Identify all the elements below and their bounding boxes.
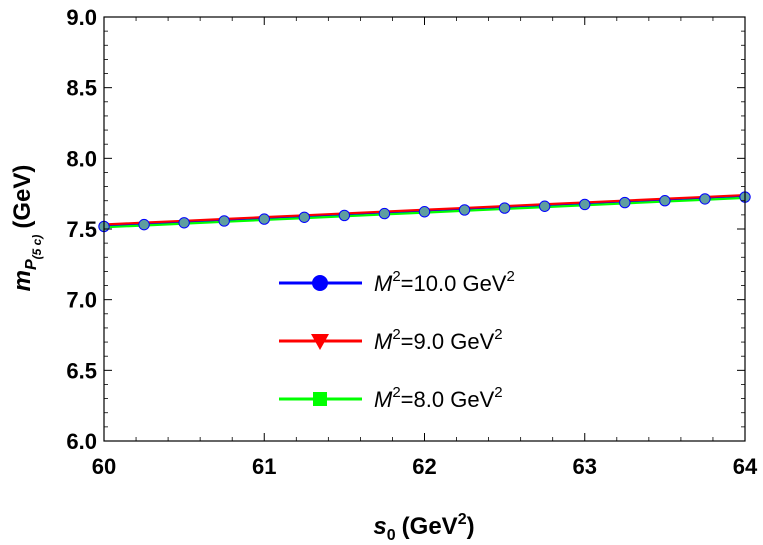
data-point — [298, 211, 311, 223]
data-point — [258, 213, 270, 225]
data-point — [659, 195, 671, 207]
series-layer — [98, 191, 751, 233]
y-tick-label: 8.5 — [66, 76, 97, 101]
data-point — [378, 207, 391, 220]
data-point — [699, 193, 711, 205]
data-point — [538, 200, 551, 212]
legend-marker-circle — [312, 275, 328, 291]
y-tick-label: 6.0 — [66, 429, 97, 454]
legend-label: M2=9.0 GeV2 — [374, 326, 503, 354]
data-point — [418, 206, 431, 218]
x-tick-label: 60 — [92, 454, 116, 479]
x-tick-label: 63 — [573, 454, 597, 479]
data-point — [619, 196, 631, 209]
data-point — [178, 217, 190, 229]
legend-marker-square — [313, 392, 327, 406]
data-point — [579, 198, 591, 211]
x-tick-label: 62 — [412, 454, 436, 479]
data-point — [138, 218, 150, 231]
y-axis-title: mP(5 c)(GeV) — [9, 165, 44, 292]
legend-label: M2=8.0 GeV2 — [374, 384, 503, 412]
data-point — [458, 204, 471, 216]
x-tick-label: 61 — [252, 454, 276, 479]
y-tick-label: 9.0 — [66, 5, 97, 30]
data-point — [338, 209, 351, 222]
data-point — [218, 215, 230, 227]
axes-layer: 60 61 62 63 64 6.0 6.5 7.0 7.5 8.0 8.5 9.0 — [66, 5, 758, 479]
y-tick-label: 6.5 — [66, 358, 97, 383]
legend-label: M2=10.0 GeV2 — [374, 268, 515, 296]
x-tick-label: 64 — [733, 454, 758, 479]
y-tick-label: 7.0 — [66, 288, 97, 313]
x-axis-title: s0 (GeV2) — [373, 511, 474, 544]
data-point — [498, 202, 511, 214]
legend: M2=10.0 GeV2 M2=9.0 GeV2 M2=8.0 GeV2 — [279, 268, 515, 412]
legend-marker-triangle — [311, 334, 329, 350]
y-tick-label: 7.5 — [66, 217, 97, 242]
y-tick-label: 8.0 — [66, 146, 97, 171]
